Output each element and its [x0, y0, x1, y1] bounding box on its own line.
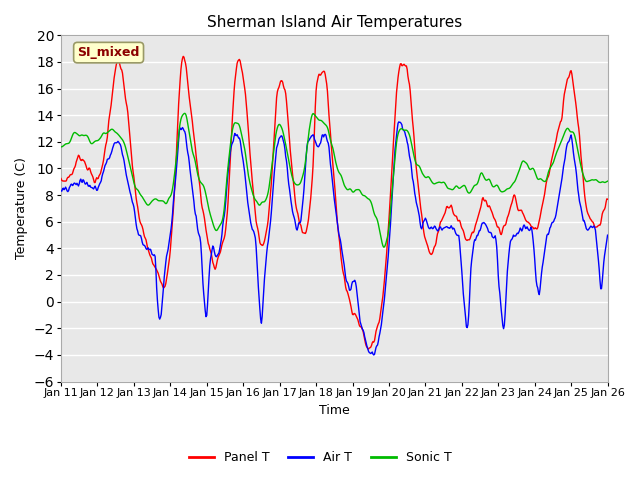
Y-axis label: Temperature (C): Temperature (C): [15, 157, 28, 259]
X-axis label: Time: Time: [319, 404, 349, 417]
Text: SI_mixed: SI_mixed: [77, 46, 140, 59]
Title: Sherman Island Air Temperatures: Sherman Island Air Temperatures: [207, 15, 462, 30]
Legend: Panel T, Air T, Sonic T: Panel T, Air T, Sonic T: [184, 446, 456, 469]
